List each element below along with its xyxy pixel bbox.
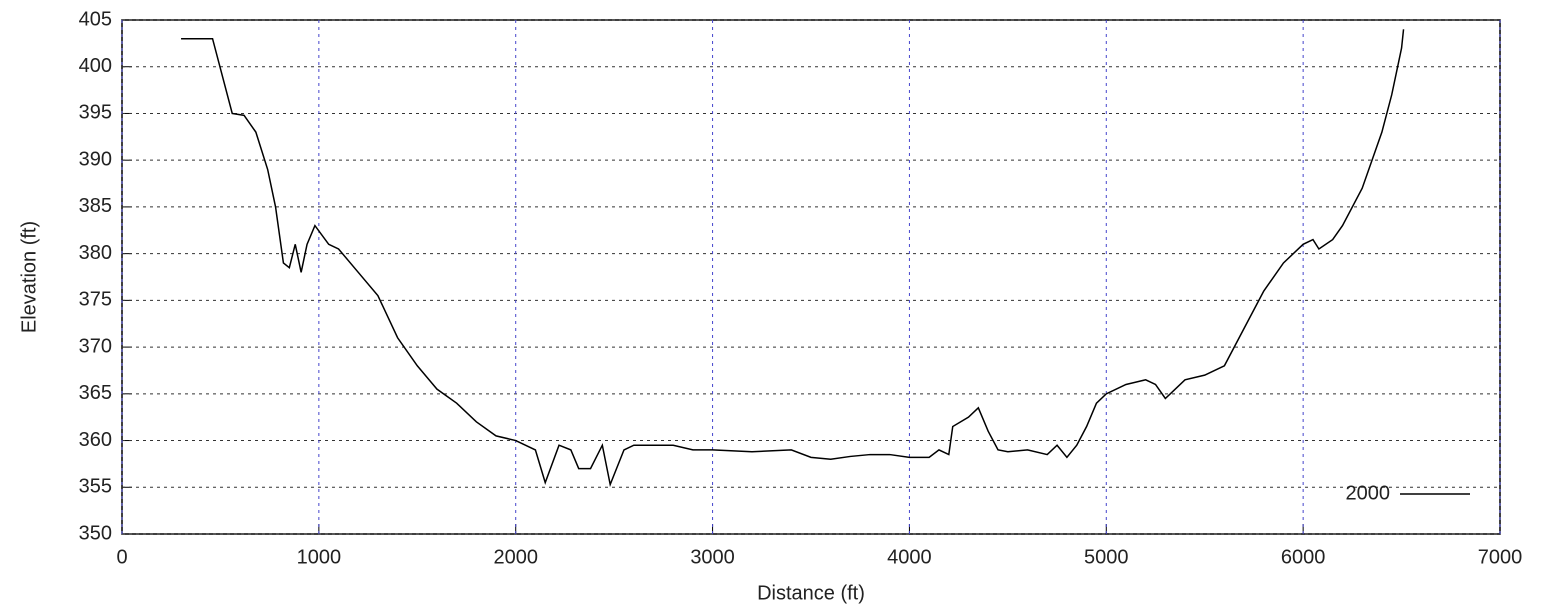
- y-tick-label: 350: [79, 522, 112, 544]
- y-tick-label: 370: [79, 335, 112, 357]
- y-axis-label: Elevation (ft): [18, 221, 40, 333]
- y-tick-label: 400: [79, 55, 112, 77]
- x-tick-label: 3000: [690, 546, 735, 568]
- x-tick-label: 6000: [1281, 546, 1326, 568]
- y-tick-label: 395: [79, 102, 112, 124]
- x-tick-label: 4000: [887, 546, 932, 568]
- y-tick-label: 380: [79, 242, 112, 264]
- x-tick-label: 2000: [493, 546, 538, 568]
- y-tick-label: 405: [79, 8, 112, 30]
- data-line: [181, 29, 1405, 488]
- y-tick-label: 375: [79, 289, 112, 311]
- legend-label: 2000: [1346, 482, 1391, 504]
- y-tick-label: 355: [79, 476, 112, 498]
- x-tick-label: 0: [116, 546, 127, 568]
- y-tick-label: 360: [79, 429, 112, 451]
- y-tick-label: 390: [79, 148, 112, 170]
- x-axis-label: Distance (ft): [757, 582, 865, 604]
- x-tick-label: 1000: [297, 546, 342, 568]
- x-tick-label: 5000: [1084, 546, 1129, 568]
- y-tick-label: 365: [79, 382, 112, 404]
- y-tick-label: 385: [79, 195, 112, 217]
- x-tick-label: 7000: [1478, 546, 1523, 568]
